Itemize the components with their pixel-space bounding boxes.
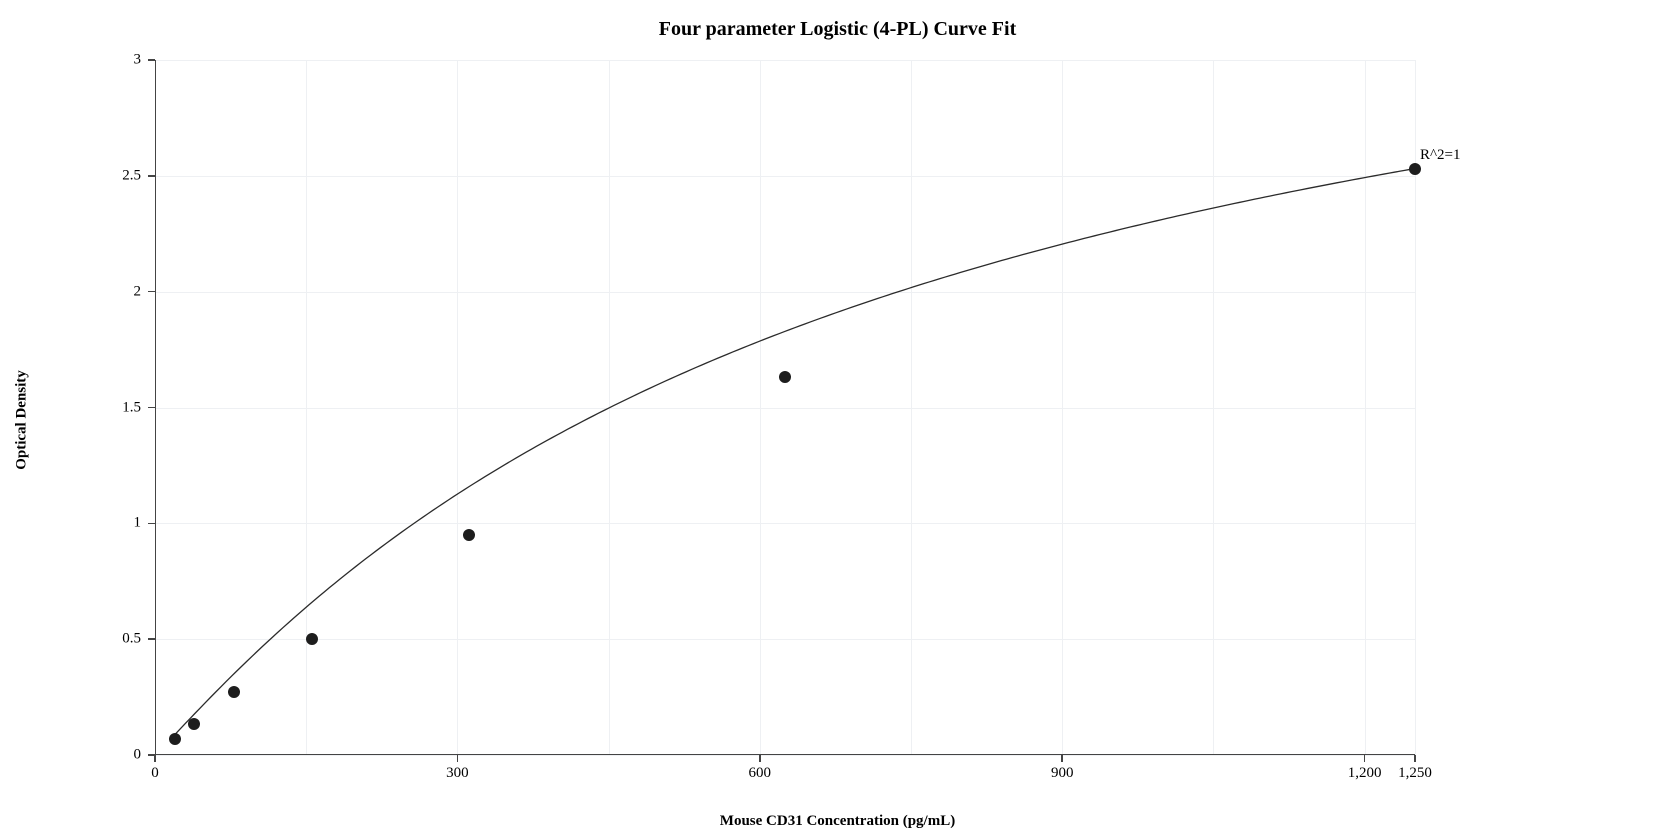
x-tick-label: 900	[1051, 755, 1074, 782]
y-tick-label: 3	[134, 52, 156, 69]
y-tick-label: 2	[134, 283, 156, 300]
chart-container: Four parameter Logistic (4-PL) Curve Fit…	[0, 0, 1675, 840]
grid-line-horizontal	[155, 755, 1415, 756]
y-tick-label: 2.5	[122, 167, 155, 184]
x-tick-label: 0	[151, 755, 159, 782]
plot-area: 00.511.522.5303006009001,2001,250 R^2=1	[155, 60, 1415, 755]
x-tick-label: 300	[446, 755, 469, 782]
x-tick-label: 600	[749, 755, 772, 782]
y-tick-label: 1.5	[122, 399, 155, 416]
chart-title: Four parameter Logistic (4-PL) Curve Fit	[0, 18, 1675, 41]
r-squared-annotation: R^2=1	[1420, 147, 1461, 164]
axis-lines	[155, 60, 1415, 755]
y-tick-label: 0.5	[122, 631, 155, 648]
x-tick-label: 1,200	[1348, 755, 1382, 782]
x-tick-label: 1,250	[1398, 755, 1432, 782]
y-tick-label: 1	[134, 515, 156, 532]
x-axis-label: Mouse CD31 Concentration (pg/mL)	[0, 813, 1675, 830]
y-axis-label: Optical Density	[14, 370, 31, 470]
